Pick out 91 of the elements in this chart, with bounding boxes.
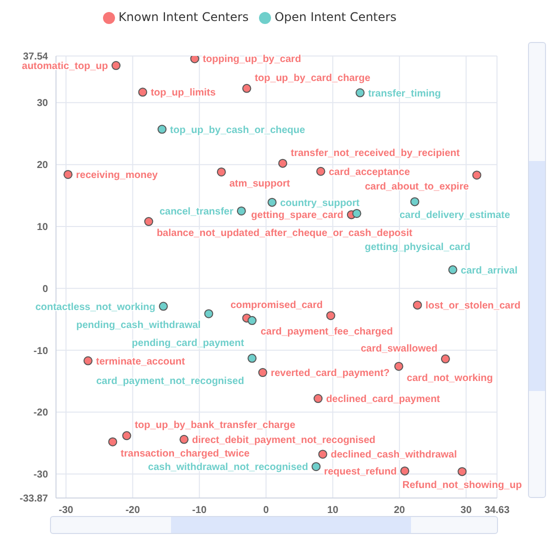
data-label: lost_or_stolen_card bbox=[425, 300, 520, 312]
data-label: transaction_charged_twice bbox=[120, 448, 250, 460]
data-label: card_payment_fee_charged bbox=[260, 326, 393, 338]
data-label: top_up_limits bbox=[150, 88, 216, 99]
data-label: topping_up_by_card bbox=[202, 54, 302, 66]
data-label: top_up_by_cash_or_cheque bbox=[170, 124, 306, 136]
data-label: card_arrival bbox=[460, 265, 518, 276]
x-tick-label: 0 bbox=[263, 505, 270, 516]
legend-label: Known Intent Centers bbox=[118, 10, 249, 24]
y-tick-label: 30 bbox=[36, 98, 48, 110]
point bbox=[216, 167, 226, 176]
data-label: terminate_account bbox=[96, 356, 186, 368]
data-label: top_up_by_bank_transfer_charge bbox=[134, 420, 296, 432]
data-label: balance_not_updated_after_cheque_or_cash_deposit bbox=[156, 228, 414, 240]
point bbox=[448, 265, 458, 274]
y-tick-label: -30 bbox=[34, 470, 48, 481]
x-tick-label: 30 bbox=[460, 505, 472, 516]
y-tick-label: 10 bbox=[36, 222, 48, 234]
data-label: compromised_card bbox=[230, 300, 323, 312]
point bbox=[138, 88, 148, 97]
data-label: atm_support bbox=[229, 178, 291, 190]
point bbox=[144, 217, 154, 226]
x-tick-label: 10 bbox=[327, 505, 339, 516]
point bbox=[248, 316, 257, 326]
data-label: Refund_not_showing_up bbox=[402, 480, 522, 492]
point bbox=[108, 437, 118, 446]
point bbox=[158, 124, 167, 134]
point bbox=[190, 56, 200, 64]
data-label: cash_withdrawal_not_recognised bbox=[148, 462, 308, 474]
legend-label: Open Intent Centers bbox=[274, 10, 396, 24]
point bbox=[412, 300, 422, 310]
data-label: card_payment_not_recognised bbox=[96, 376, 244, 387]
point bbox=[180, 434, 189, 444]
data-label: automatic_top_up bbox=[22, 61, 108, 72]
data-label: direct_debit_payment_not_recognised bbox=[192, 434, 376, 446]
point bbox=[122, 431, 132, 440]
point bbox=[248, 354, 257, 363]
point bbox=[258, 368, 268, 378]
data-label: getting_spare_card bbox=[251, 210, 344, 222]
point bbox=[458, 467, 467, 476]
data-label: receiving_money bbox=[76, 170, 158, 181]
x-tick-label: 34.63 bbox=[484, 505, 510, 516]
data-label: pending_card_payment bbox=[132, 338, 245, 350]
y-tick-label: 37.54 bbox=[22, 52, 48, 63]
point bbox=[394, 362, 404, 371]
point bbox=[158, 302, 168, 311]
y-tick-label: -20 bbox=[34, 408, 48, 419]
y-tick-label: 20 bbox=[36, 160, 48, 172]
data-label: pending_cash_withdrawal bbox=[76, 320, 201, 332]
y-tick-label: -10 bbox=[34, 346, 48, 357]
data-label: declined_cash_withdrawal bbox=[330, 450, 458, 461]
point bbox=[440, 354, 450, 364]
point bbox=[278, 158, 288, 168]
x-tick-label: -30 bbox=[58, 505, 74, 516]
data-label: card_delivery_estimate bbox=[399, 210, 511, 222]
data-label: card_acceptance bbox=[328, 166, 410, 178]
x-tick-label: -20 bbox=[125, 505, 140, 516]
data-label: transfer_timing bbox=[368, 88, 441, 100]
data-label: reverted_card_payment? bbox=[270, 368, 390, 380]
x-tick-label: 20 bbox=[394, 505, 406, 516]
point bbox=[314, 394, 323, 404]
point bbox=[356, 88, 365, 98]
point bbox=[242, 84, 252, 93]
point bbox=[410, 197, 420, 206]
data-label: request_refund bbox=[324, 466, 397, 478]
data-label: transfer_not_received_by_recipient bbox=[290, 148, 460, 159]
x-tick-label: -10 bbox=[192, 505, 208, 516]
point bbox=[268, 198, 277, 207]
data-label: card_about_to_expire bbox=[364, 182, 470, 193]
data-label: top_up_by_card_charge bbox=[254, 72, 371, 84]
point bbox=[352, 208, 362, 218]
data-label: contactless_not_working bbox=[35, 302, 156, 313]
data-label: cancel_transfer bbox=[159, 206, 234, 218]
data-label: declined_card_payment bbox=[326, 394, 441, 406]
data-label: card_swallowed bbox=[360, 343, 438, 354]
point bbox=[112, 61, 121, 70]
point bbox=[472, 170, 482, 180]
y-tick-label: -33.87 bbox=[20, 494, 48, 505]
point bbox=[236, 206, 246, 216]
point bbox=[400, 466, 410, 476]
point bbox=[64, 170, 73, 179]
point bbox=[204, 309, 214, 318]
data-label: country_support bbox=[280, 198, 360, 209]
data-label: getting_physical_card bbox=[364, 242, 470, 253]
point bbox=[316, 166, 326, 176]
point bbox=[326, 311, 336, 320]
point bbox=[312, 462, 321, 472]
data-label: card_not_working bbox=[406, 372, 493, 384]
point bbox=[318, 450, 328, 459]
y-tick-label: 0 bbox=[42, 284, 48, 295]
point bbox=[84, 356, 93, 366]
